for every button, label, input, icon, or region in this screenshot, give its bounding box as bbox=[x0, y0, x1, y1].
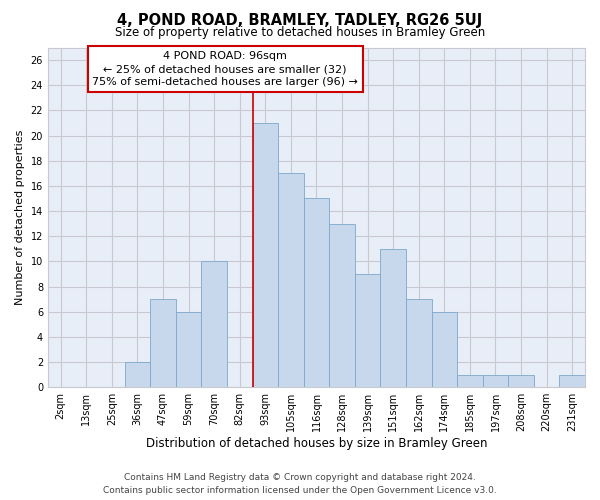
Bar bbox=[406, 299, 431, 387]
Y-axis label: Number of detached properties: Number of detached properties bbox=[15, 130, 25, 305]
Bar bbox=[253, 123, 278, 387]
Bar bbox=[278, 174, 304, 387]
Bar bbox=[559, 374, 585, 387]
Bar bbox=[457, 374, 482, 387]
Bar bbox=[304, 198, 329, 387]
Bar bbox=[482, 374, 508, 387]
Bar bbox=[202, 262, 227, 387]
Text: 4 POND ROAD: 96sqm
← 25% of detached houses are smaller (32)
75% of semi-detache: 4 POND ROAD: 96sqm ← 25% of detached hou… bbox=[92, 51, 358, 88]
Bar bbox=[355, 274, 380, 387]
Bar bbox=[431, 312, 457, 387]
Bar bbox=[329, 224, 355, 387]
Bar bbox=[508, 374, 534, 387]
Text: Contains HM Land Registry data © Crown copyright and database right 2024.
Contai: Contains HM Land Registry data © Crown c… bbox=[103, 474, 497, 495]
Text: 4, POND ROAD, BRAMLEY, TADLEY, RG26 5UJ: 4, POND ROAD, BRAMLEY, TADLEY, RG26 5UJ bbox=[118, 12, 482, 28]
X-axis label: Distribution of detached houses by size in Bramley Green: Distribution of detached houses by size … bbox=[146, 437, 487, 450]
Text: Size of property relative to detached houses in Bramley Green: Size of property relative to detached ho… bbox=[115, 26, 485, 39]
Bar bbox=[125, 362, 150, 387]
Bar bbox=[380, 249, 406, 387]
Bar bbox=[176, 312, 202, 387]
Bar bbox=[150, 299, 176, 387]
